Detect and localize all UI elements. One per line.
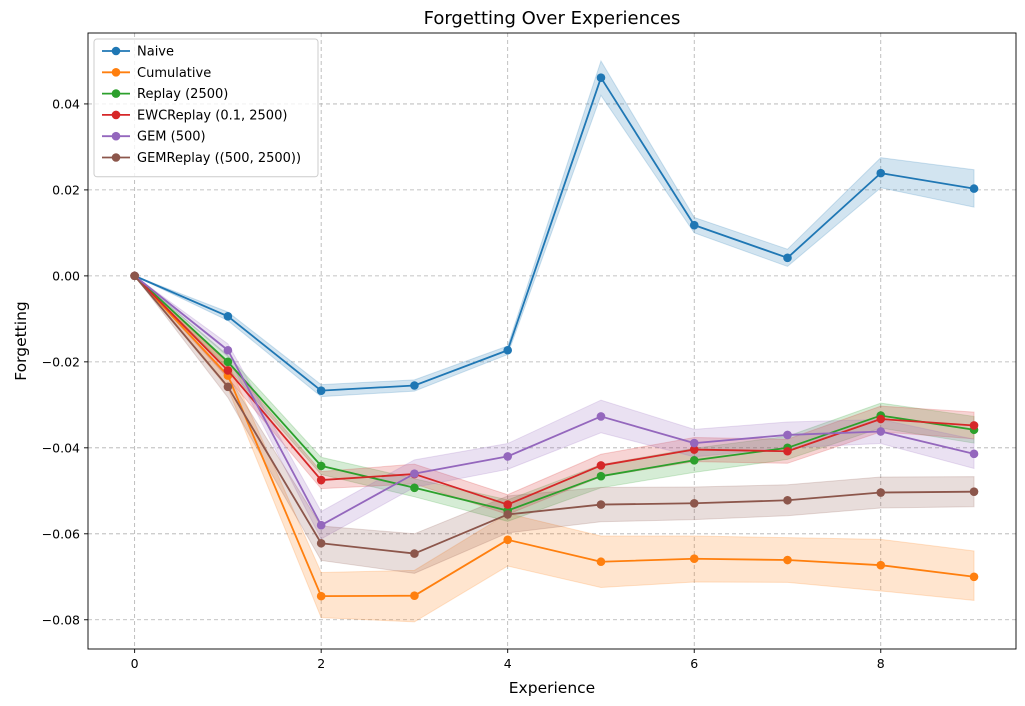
legend-label: GEMReplay ((500, 2500)) xyxy=(137,151,301,166)
data-point xyxy=(876,560,886,570)
chart-title: Forgetting Over Experiences xyxy=(424,8,681,29)
legend-entry: GEMReplay ((500, 2500)) xyxy=(102,151,301,166)
y-tick-label: −0.02 xyxy=(42,354,80,369)
legend-entry: EWCReplay (0.1, 2500) xyxy=(102,108,287,123)
legend-entry: Cumulative xyxy=(102,66,211,81)
data-point xyxy=(689,445,699,454)
data-point xyxy=(503,452,512,461)
legend-marker xyxy=(111,46,121,56)
x-tick-label: 0 xyxy=(131,656,139,671)
legend-marker xyxy=(111,68,121,77)
x-tick-label: 2 xyxy=(317,656,325,671)
data-point xyxy=(689,438,699,448)
data-point xyxy=(410,549,419,558)
data-point xyxy=(503,510,512,519)
data-point xyxy=(410,591,419,600)
y-tick-label: 0.00 xyxy=(52,268,80,283)
legend-marker xyxy=(111,89,121,98)
legend-entry: Naive xyxy=(102,45,174,60)
data-point xyxy=(596,412,606,421)
data-point xyxy=(876,414,886,424)
legend-entry: GEM (500) xyxy=(102,130,206,145)
series-lines-layer xyxy=(130,73,979,601)
axes-frame-layer xyxy=(87,32,1017,650)
legend-marker xyxy=(111,153,121,162)
axes-frame xyxy=(87,32,1017,650)
data-point xyxy=(503,535,512,545)
x-tick-label: 6 xyxy=(690,656,698,671)
data-point xyxy=(316,475,326,485)
series-line xyxy=(133,275,975,555)
data-point xyxy=(410,381,419,390)
legend: Naive Cumulative Replay (2500) EWCReplay (0… xyxy=(93,38,319,178)
legend-marker xyxy=(111,110,121,120)
legend-label: Naive xyxy=(137,45,174,60)
data-point xyxy=(316,461,326,471)
data-point xyxy=(969,572,979,582)
data-point xyxy=(223,366,233,375)
x-tick-label: 8 xyxy=(877,656,885,671)
data-point xyxy=(689,498,699,508)
data-point xyxy=(876,168,886,178)
legend-label: Replay (2500) xyxy=(137,87,228,102)
y-tick-label: −0.06 xyxy=(42,526,80,541)
legend-label: EWCReplay (0.1, 2500) xyxy=(137,108,287,123)
legend-entry: Replay (2500) xyxy=(102,87,228,102)
data-point xyxy=(223,382,233,392)
series-line xyxy=(133,275,975,506)
data-point xyxy=(689,220,699,230)
x-tick-label: 4 xyxy=(504,656,512,671)
y-tick-label: 0.04 xyxy=(52,96,80,111)
data-point xyxy=(969,487,979,496)
data-point xyxy=(783,495,792,505)
data-point xyxy=(969,184,979,193)
series-line xyxy=(133,275,975,598)
data-point xyxy=(876,427,886,436)
data-point xyxy=(596,471,606,481)
data-point xyxy=(503,345,512,355)
data-point xyxy=(316,520,326,530)
data-point xyxy=(410,483,419,493)
data-point xyxy=(503,500,512,509)
data-point xyxy=(223,311,233,321)
data-point xyxy=(410,469,419,478)
x-axis-label: Experience xyxy=(509,679,595,697)
data-point xyxy=(876,488,886,497)
data-point xyxy=(596,500,606,509)
legend-label: Cumulative xyxy=(137,66,211,81)
ticks-layer: 0 2 4 6 8 −0.08 −0.06 −0.04 −0.02 0.00 0.02 0.04 xyxy=(42,96,885,671)
legend-marker xyxy=(111,131,121,141)
data-point xyxy=(783,446,792,456)
y-tick-label: −0.04 xyxy=(42,440,80,455)
data-point xyxy=(316,386,326,395)
series-line xyxy=(134,76,975,392)
data-point xyxy=(316,538,326,548)
data-point xyxy=(596,461,606,470)
series-line xyxy=(134,275,975,512)
data-point xyxy=(783,430,792,440)
data-point xyxy=(316,591,326,601)
data-point xyxy=(223,345,233,355)
data-point xyxy=(596,557,606,567)
y-tick-label: −0.08 xyxy=(42,612,80,627)
data-point xyxy=(689,554,699,564)
data-point xyxy=(130,271,139,281)
data-point xyxy=(689,455,699,465)
data-point xyxy=(223,357,233,367)
legend-label: GEM (500) xyxy=(137,130,206,145)
series-line xyxy=(134,275,975,527)
legend-box xyxy=(93,38,319,178)
y-axis-label: Forgetting xyxy=(12,301,30,380)
data-point xyxy=(783,253,792,263)
data-point xyxy=(969,421,979,430)
data-point xyxy=(596,73,606,83)
y-tick-label: 0.02 xyxy=(52,182,80,197)
data-point xyxy=(969,449,979,459)
data-point xyxy=(783,555,792,565)
